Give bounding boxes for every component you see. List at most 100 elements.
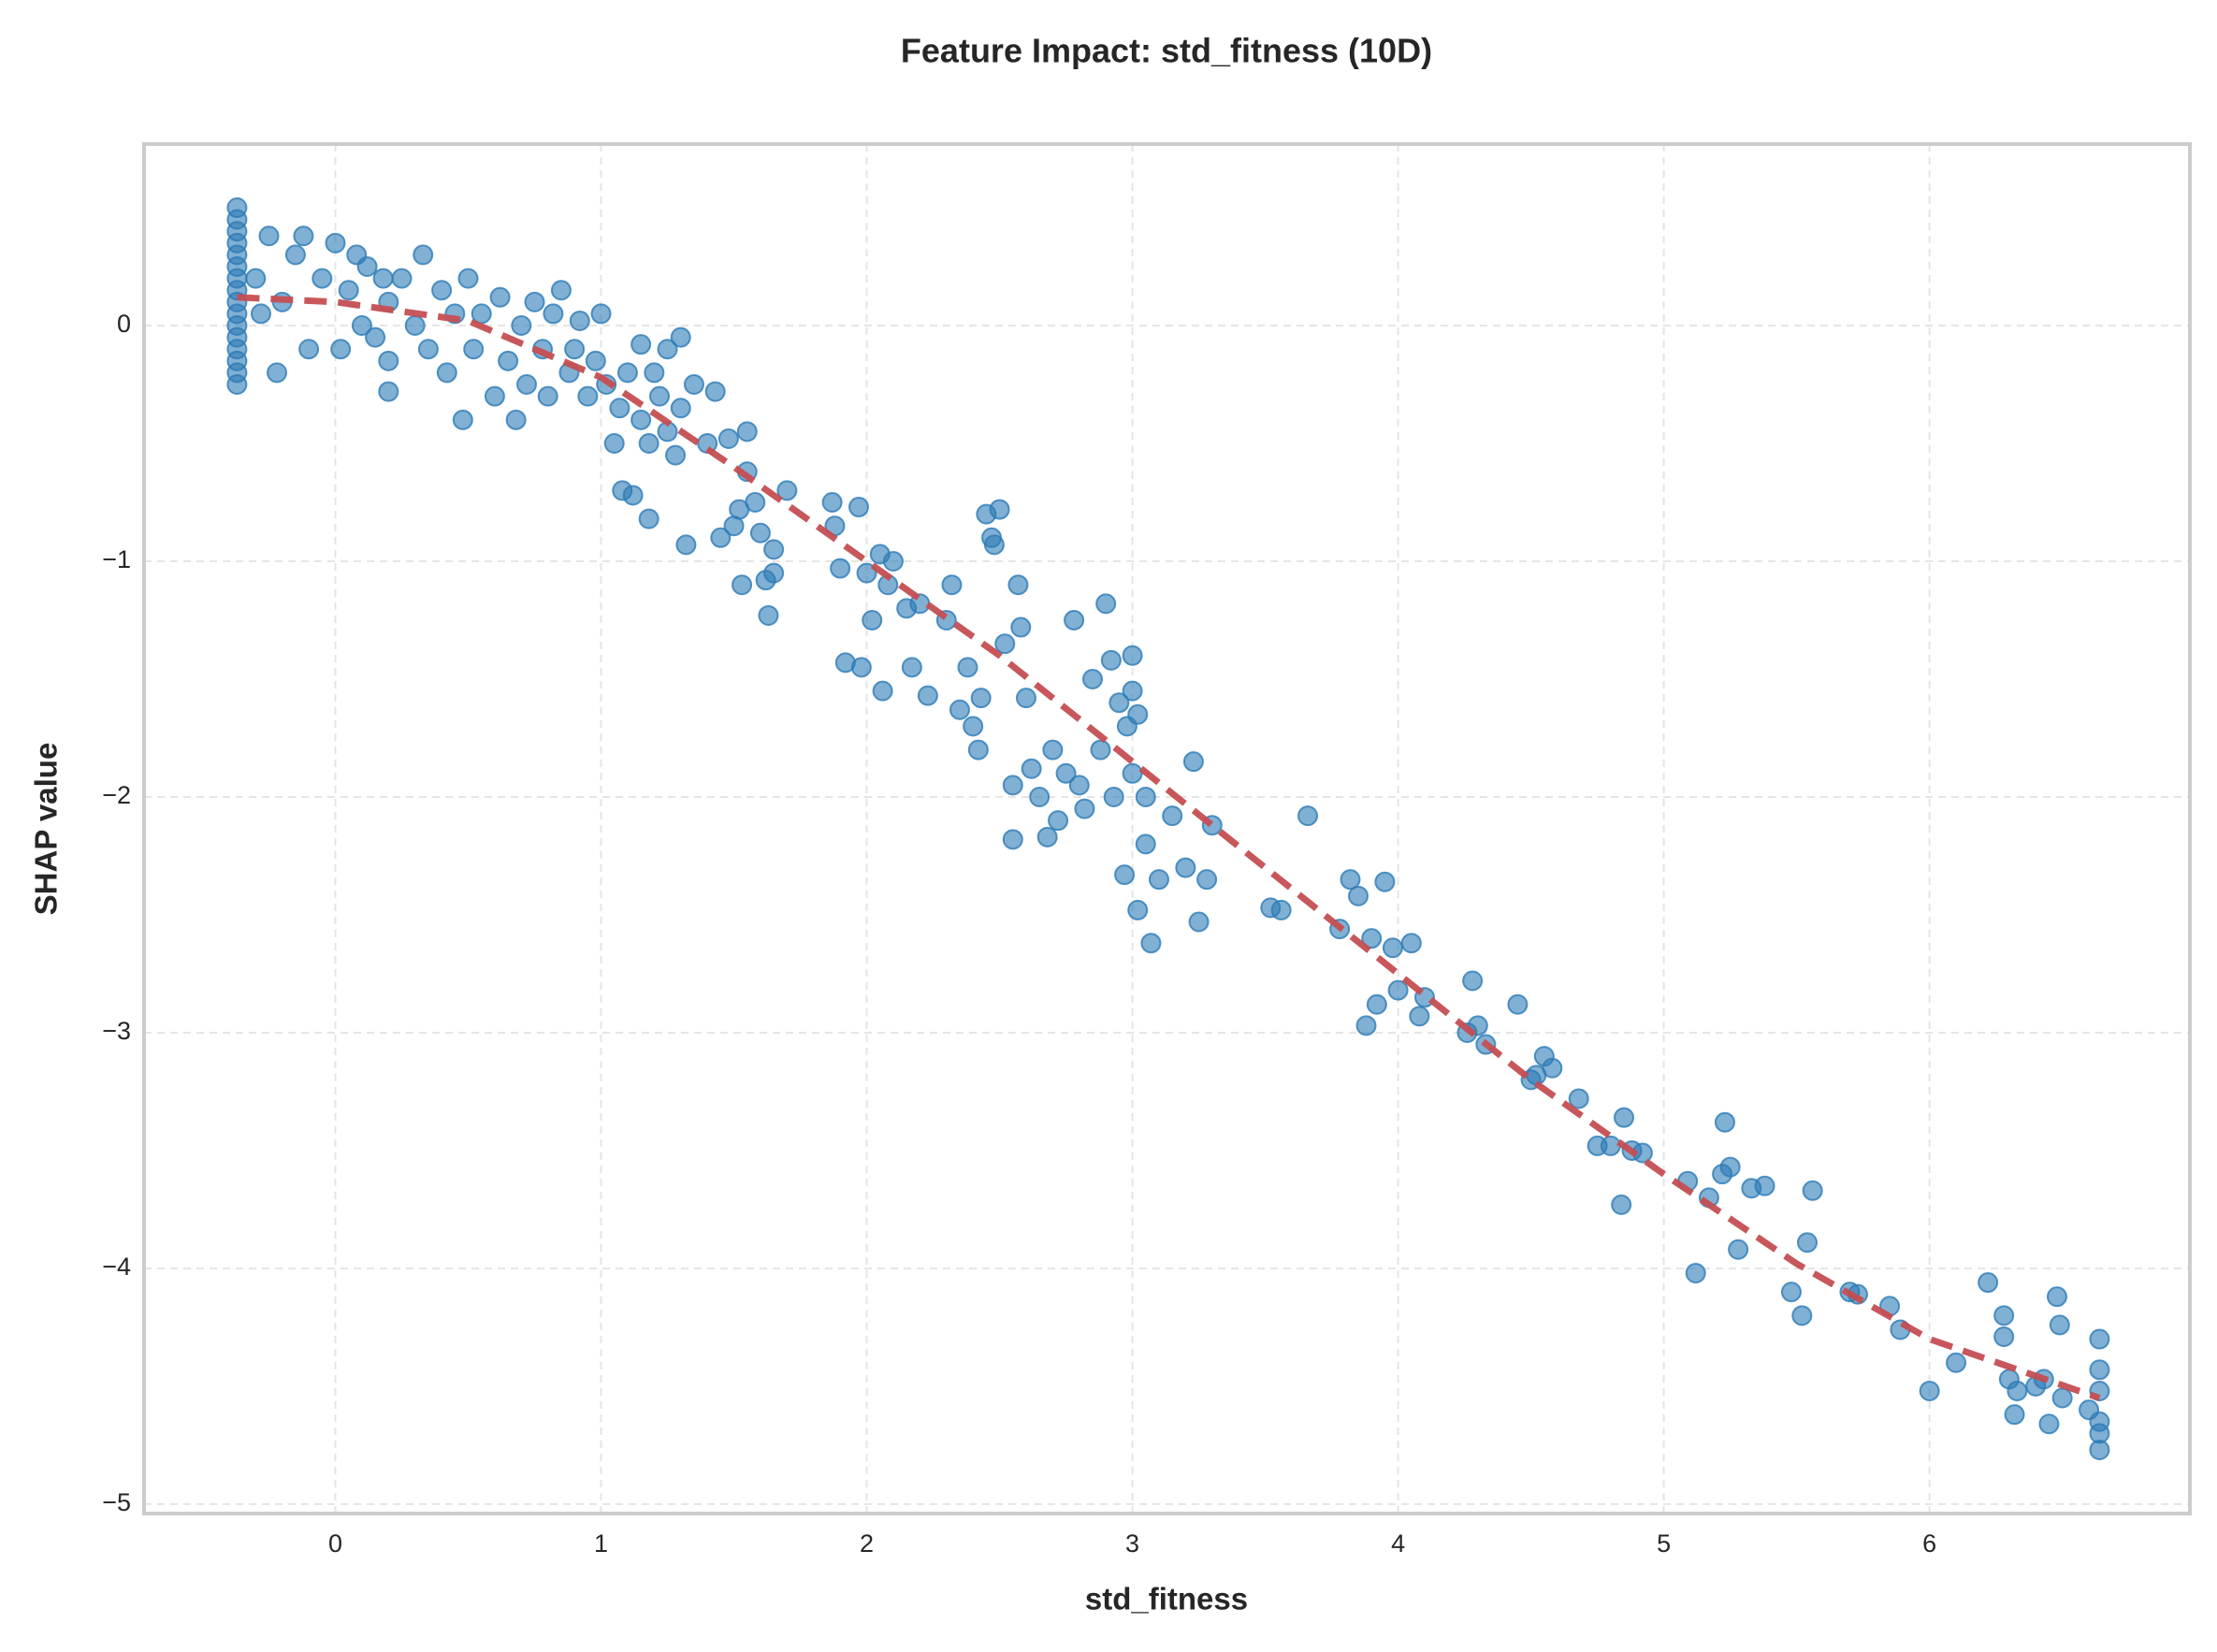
scatter-point	[245, 268, 267, 289]
scatter-point	[1029, 786, 1051, 807]
scatter-point	[1175, 857, 1196, 878]
scatter-point	[763, 562, 785, 584]
scatter-point	[872, 680, 893, 702]
scatter-point	[1122, 645, 1143, 666]
scatter-point	[1797, 1232, 1819, 1253]
scatter-point	[901, 657, 922, 678]
scatter-point	[457, 268, 479, 289]
scatter-point	[1409, 1006, 1430, 1027]
scatter-point	[1114, 864, 1136, 886]
scatter-point	[550, 280, 572, 301]
scatter-point	[378, 350, 399, 371]
scatter-point	[821, 492, 843, 514]
scatter-point	[1095, 593, 1117, 615]
scatter-point	[2007, 1380, 2028, 1401]
chart-title: Feature Impact: std_fitness (10D)	[901, 32, 1432, 70]
scatter-point	[338, 280, 359, 301]
scatter-point	[675, 534, 697, 556]
y-tick-label: 0	[117, 310, 131, 338]
scatter-point	[1270, 899, 1292, 920]
x-tick-label: 1	[594, 1529, 608, 1558]
scatter-point	[1162, 805, 1183, 827]
scatter-point	[1196, 869, 1218, 891]
scatter-point	[848, 497, 870, 518]
scatter-point	[312, 268, 333, 289]
scatter-point	[577, 385, 599, 407]
scatter-point	[1103, 786, 1124, 807]
scatter-point	[630, 409, 652, 430]
scatter-point	[585, 350, 606, 371]
scatter-point	[2089, 1359, 2110, 1381]
scatter-point	[1081, 668, 1103, 689]
scatter-point	[638, 508, 659, 529]
scatter-point	[657, 339, 678, 360]
scatter-point	[452, 409, 473, 430]
scatter-point	[267, 362, 288, 384]
scatter-point	[524, 291, 545, 312]
scatter-point	[2004, 1404, 2025, 1426]
y-tick-label: −1	[102, 545, 131, 573]
scatter-point	[325, 232, 346, 254]
scatter-point	[1728, 1239, 1749, 1260]
scatter-point	[994, 633, 1016, 655]
scatter-point	[1007, 574, 1029, 596]
scatter-point	[649, 385, 671, 407]
scatter-point	[1978, 1272, 1999, 1294]
scatter-point	[463, 339, 485, 360]
scatter-point	[2046, 1286, 2067, 1308]
scatter-point	[1036, 826, 1058, 848]
scatter-point	[983, 534, 1005, 556]
scatter-point	[1068, 775, 1090, 796]
scatter-point	[644, 362, 665, 384]
scatter-point	[609, 398, 630, 419]
x-tick-label: 2	[860, 1529, 874, 1558]
scatter-point	[830, 558, 851, 579]
scatter-point	[683, 374, 704, 396]
scatter-point	[749, 522, 771, 543]
x-tick-label: 0	[328, 1529, 342, 1558]
scatter-point	[1719, 1156, 1741, 1178]
scatter-point	[1714, 1111, 1735, 1133]
scatter-point	[882, 551, 904, 572]
scatter-point	[670, 326, 691, 348]
x-tick-label: 4	[1391, 1529, 1405, 1558]
scatter-point	[1347, 885, 1369, 906]
scatter-point	[505, 409, 527, 430]
scatter-point	[484, 385, 505, 407]
scatter-point	[850, 657, 872, 678]
scatter-point	[330, 339, 352, 360]
scatter-point	[436, 362, 457, 384]
scatter-point	[564, 339, 586, 360]
scatter-point	[1382, 937, 1403, 959]
x-tick-label: 5	[1657, 1529, 1671, 1558]
y-tick-label: −2	[102, 781, 131, 809]
scatter-point	[1993, 1326, 2015, 1348]
x-axis-label: std_fitness	[1085, 1582, 1248, 1616]
x-tick-label: 3	[1125, 1529, 1139, 1558]
scatter-point	[862, 609, 883, 630]
y-tick-label: −5	[102, 1488, 131, 1516]
scatter-point	[763, 539, 785, 560]
scatter-point	[1048, 810, 1069, 832]
scatter-point	[258, 225, 280, 247]
scatter-point	[1685, 1262, 1706, 1283]
scatter-point	[1754, 1175, 1775, 1196]
scatter-point	[1055, 762, 1077, 784]
scatter-point	[704, 381, 726, 402]
scatter-point	[745, 492, 766, 514]
scatter-point	[941, 574, 963, 596]
scatter-point	[758, 604, 779, 626]
scatter-point	[372, 268, 394, 289]
scatter-point	[417, 339, 439, 360]
scatter-point	[622, 485, 644, 506]
scatter-point	[1122, 680, 1143, 702]
plot-frame	[142, 142, 2192, 1515]
scatter-point	[590, 303, 612, 325]
scatter-point	[1780, 1282, 1802, 1303]
scatter-point	[963, 716, 984, 737]
scatter-point	[1064, 609, 1085, 630]
scatter-point	[717, 427, 739, 449]
scatter-point	[391, 268, 413, 289]
scatter-point	[250, 303, 271, 325]
